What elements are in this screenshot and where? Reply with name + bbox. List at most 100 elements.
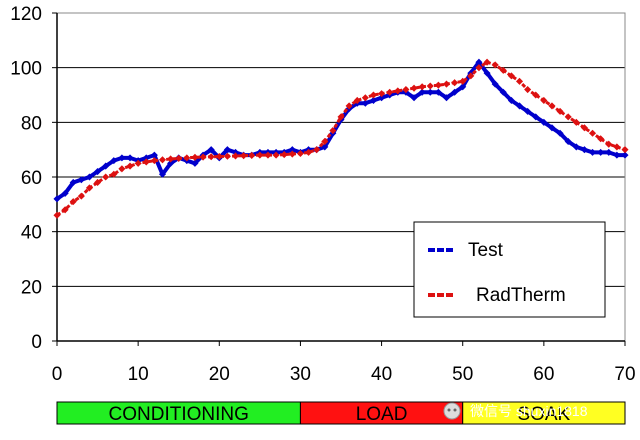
data-point-test xyxy=(410,94,418,102)
data-point-radtherm xyxy=(572,118,580,126)
data-point-radtherm xyxy=(524,85,532,94)
data-point-radtherm xyxy=(321,137,329,146)
data-point-test xyxy=(426,88,434,96)
data-point-test xyxy=(288,146,296,154)
data-point-radtherm xyxy=(264,151,272,159)
data-point-radtherm xyxy=(94,178,102,187)
data-point-radtherm xyxy=(597,135,605,143)
wechat-icon-dot xyxy=(447,408,451,412)
data-point-radtherm xyxy=(231,152,240,160)
data-point-test xyxy=(167,159,175,167)
data-point-radtherm xyxy=(418,83,426,91)
y-tick-label: 20 xyxy=(21,277,42,298)
data-point-radtherm xyxy=(77,192,85,200)
data-point-radtherm xyxy=(207,153,215,161)
data-point-test xyxy=(207,146,215,154)
data-point-radtherm xyxy=(126,162,134,170)
x-tick-label: 10 xyxy=(128,364,149,385)
legend-label-test: Test xyxy=(468,240,504,261)
series xyxy=(53,58,629,219)
phase-label-soak: SOAK xyxy=(517,404,570,425)
data-point-radtherm xyxy=(410,84,418,92)
data-point-test xyxy=(142,154,150,162)
data-point-radtherm xyxy=(175,154,183,162)
data-point-test xyxy=(483,69,491,77)
y-tick-label: 80 xyxy=(21,113,42,134)
data-point-radtherm xyxy=(158,156,167,164)
x-tick-label: 50 xyxy=(452,364,473,385)
data-point-radtherm xyxy=(613,143,621,151)
data-point-radtherm xyxy=(564,113,572,121)
data-point-test xyxy=(451,88,459,96)
data-point-radtherm xyxy=(53,211,61,219)
data-point-test xyxy=(53,195,61,203)
x-tick-label: 40 xyxy=(371,364,392,385)
y-tick-labels: 0 20 40 60 80 100 120 xyxy=(10,4,57,353)
data-point-test xyxy=(69,178,77,187)
data-point-test xyxy=(580,146,588,154)
data-point-test xyxy=(499,88,507,96)
data-point-radtherm xyxy=(434,81,442,89)
data-point-radtherm xyxy=(451,79,459,87)
data-point-test xyxy=(564,137,572,146)
data-point-test xyxy=(572,143,580,151)
data-point-test xyxy=(442,94,451,102)
data-point-radtherm xyxy=(305,148,313,156)
data-point-test xyxy=(459,83,467,91)
data-point-radtherm xyxy=(540,96,548,105)
data-point-test xyxy=(434,88,442,96)
data-point-radtherm xyxy=(199,153,207,161)
data-point-radtherm xyxy=(248,151,256,159)
data-point-radtherm xyxy=(288,150,296,158)
data-point-radtherm xyxy=(191,153,199,161)
data-point-test xyxy=(475,58,483,66)
x-tick-label: 60 xyxy=(533,364,554,385)
data-point-radtherm xyxy=(142,158,150,166)
y-tick-label: 0 xyxy=(31,332,42,353)
data-point-radtherm xyxy=(272,151,280,159)
data-point-radtherm xyxy=(515,77,524,85)
data-point-test xyxy=(158,170,167,178)
data-point-test xyxy=(540,118,548,126)
data-point-test xyxy=(150,151,158,159)
data-point-radtherm xyxy=(353,96,361,105)
data-point-radtherm xyxy=(313,146,321,154)
series-line-test xyxy=(55,60,625,201)
data-point-radtherm xyxy=(378,90,386,98)
wechat-icon xyxy=(443,402,461,420)
data-point-test xyxy=(621,151,629,159)
data-point-test xyxy=(597,148,605,156)
data-point-radtherm xyxy=(256,151,264,159)
data-point-radtherm xyxy=(459,77,467,85)
data-point-radtherm xyxy=(483,58,491,66)
phase-bar: CONDITIONING LOAD SOAK xyxy=(56,401,626,425)
x-tick-label: 0 xyxy=(52,364,63,385)
y-tick-label: 100 xyxy=(10,59,42,80)
data-point-radtherm xyxy=(548,102,556,110)
data-point-radtherm xyxy=(110,170,118,178)
data-point-test xyxy=(532,113,540,121)
data-point-test xyxy=(548,124,556,132)
data-point-radtherm xyxy=(499,66,507,74)
x-tick-label: 20 xyxy=(209,364,230,385)
data-point-radtherm xyxy=(223,152,231,160)
data-point-radtherm xyxy=(167,155,175,163)
data-point-test xyxy=(85,173,93,181)
data-point-test xyxy=(556,129,564,137)
series-line-radtherm xyxy=(56,60,626,217)
data-point-test xyxy=(361,99,369,107)
data-point-test xyxy=(110,157,118,165)
data-point-radtherm xyxy=(134,159,142,167)
x-tick-label: 70 xyxy=(614,364,635,385)
phase-soak xyxy=(462,401,626,425)
data-point-test xyxy=(378,94,386,102)
data-point-radtherm xyxy=(369,91,377,99)
data-point-radtherm xyxy=(402,85,410,94)
data-point-radtherm xyxy=(150,157,158,165)
phase-label-conditioning: CONDITIONING xyxy=(109,404,249,425)
data-point-radtherm xyxy=(394,87,402,95)
data-point-radtherm xyxy=(386,88,394,96)
data-point-test xyxy=(524,107,532,115)
data-point-test xyxy=(223,146,231,154)
